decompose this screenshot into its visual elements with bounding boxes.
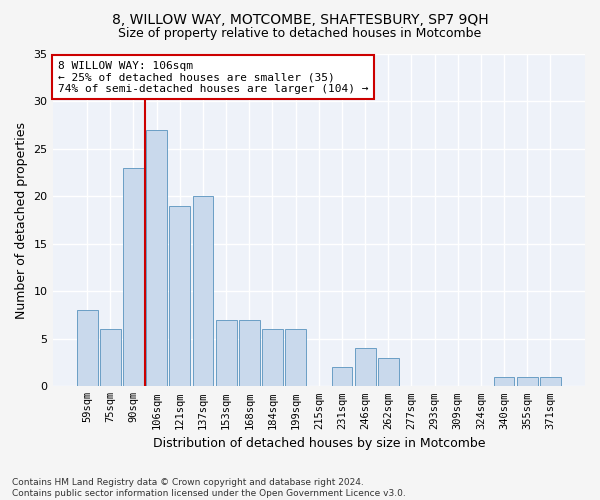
Bar xyxy=(123,168,144,386)
Bar xyxy=(517,377,538,386)
Bar xyxy=(146,130,167,386)
Bar xyxy=(100,330,121,386)
Bar xyxy=(540,377,561,386)
Text: 8, WILLOW WAY, MOTCOMBE, SHAFTESBURY, SP7 9QH: 8, WILLOW WAY, MOTCOMBE, SHAFTESBURY, SP… xyxy=(112,12,488,26)
Bar xyxy=(378,358,398,386)
Y-axis label: Number of detached properties: Number of detached properties xyxy=(15,122,28,318)
Text: Size of property relative to detached houses in Motcombe: Size of property relative to detached ho… xyxy=(118,26,482,40)
Bar xyxy=(285,330,306,386)
Text: Contains HM Land Registry data © Crown copyright and database right 2024.
Contai: Contains HM Land Registry data © Crown c… xyxy=(12,478,406,498)
Text: 8 WILLOW WAY: 106sqm
← 25% of detached houses are smaller (35)
74% of semi-detac: 8 WILLOW WAY: 106sqm ← 25% of detached h… xyxy=(58,60,368,94)
Bar xyxy=(77,310,98,386)
Bar xyxy=(262,330,283,386)
Bar xyxy=(332,368,352,386)
Bar xyxy=(355,348,376,387)
X-axis label: Distribution of detached houses by size in Motcombe: Distribution of detached houses by size … xyxy=(152,437,485,450)
Bar xyxy=(193,196,214,386)
Bar xyxy=(239,320,260,386)
Bar xyxy=(494,377,514,386)
Bar xyxy=(169,206,190,386)
Bar xyxy=(216,320,236,386)
